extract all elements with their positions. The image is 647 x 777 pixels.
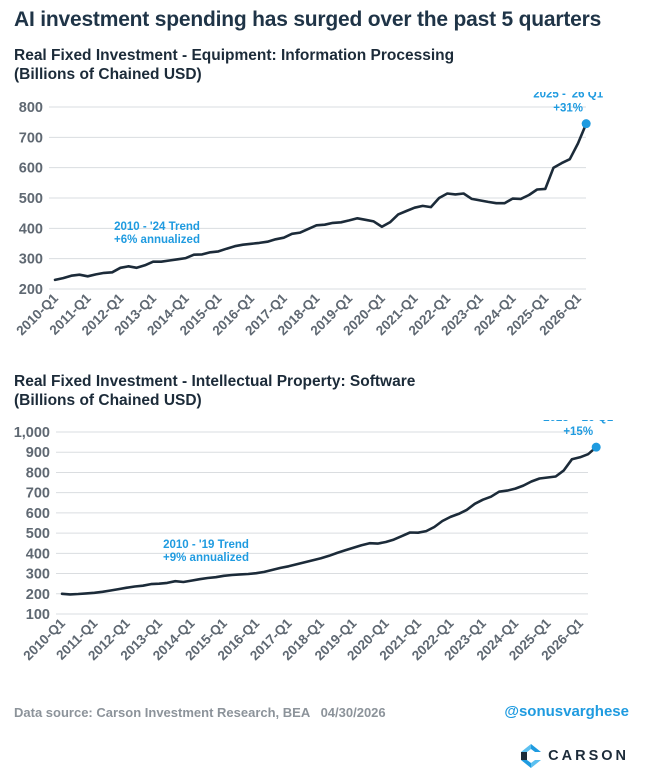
chart-2-ytick-label: 800 — [26, 465, 50, 481]
chart-1-title: Real Fixed Investment - Equipment: Infor… — [14, 47, 455, 64]
chart-1-equipment: 2003004005006007008002010-Q12011-Q12012-… — [13, 92, 603, 338]
data-source: Data source: Carson Investment Research,… — [14, 705, 386, 720]
chart-2-title: Real Fixed Investment - Intellectual Pro… — [14, 373, 416, 390]
chart-2-ytick-label: 400 — [26, 546, 50, 562]
chart-2-ytick-label: 300 — [26, 567, 50, 583]
chart-2-end-annotation-label: 2025 - '26 Q1 — [543, 420, 613, 424]
chart-1-title-block: Real Fixed Investment - Equipment: Infor… — [14, 46, 454, 84]
chart-1-end-annotation-label: 2025 - '26 Q1 — [533, 92, 603, 101]
logo-text: CARSON — [548, 748, 629, 764]
chart-1-ytick-label: 300 — [19, 252, 43, 268]
chart-2-ytick-label: 600 — [26, 506, 50, 522]
chart-2-title-block: Real Fixed Investment - Intellectual Pro… — [14, 372, 415, 410]
chart-2-ytick-label: 200 — [26, 587, 50, 603]
chart-2-software: 1002003004005006007008009001,0002010-Q12… — [14, 420, 614, 663]
carson-logo-icon — [521, 744, 542, 768]
chart-1-trend-annotation-value: +6% annualized — [114, 234, 200, 246]
chart-1-ytick-label: 400 — [19, 221, 43, 237]
chart-2-series-line — [60, 445, 598, 596]
chart-2-ytick-label: 1,000 — [14, 425, 50, 441]
chart-1-ytick-label: 200 — [19, 282, 43, 298]
chart-2-ytick-label: 700 — [26, 486, 50, 502]
author-handle: @sonusvarghese — [504, 703, 629, 720]
chart-2-end-annotation-value: +15% — [563, 426, 593, 438]
chart-1-ytick-label: 600 — [19, 161, 43, 177]
page-title: AI investment spending has surged over t… — [14, 8, 602, 31]
chart-2-subtitle: (Billions of Chained USD) — [14, 392, 202, 409]
carson-logo: CARSON — [521, 744, 629, 768]
chart-2-ytick-label: 100 — [26, 607, 50, 623]
chart-1-trend-annotation-label: 2010 - '24 Trend — [114, 221, 200, 233]
chart-1-endpoint-dot — [581, 119, 591, 129]
chart-2-trend-annotation-label: 2010 - '19 Trend — [163, 539, 249, 551]
chart-2-endpoint-dot — [591, 442, 601, 452]
chart-1-subtitle: (Billions of Chained USD) — [14, 66, 202, 83]
chart-1-end-annotation-value: +31% — [553, 103, 583, 115]
chart-1-ytick-label: 700 — [19, 130, 43, 146]
chart-1-ytick-label: 800 — [19, 100, 43, 116]
chart-2-trend-annotation-value: +9% annualized — [163, 552, 249, 564]
chart-2-ytick-label: 900 — [26, 445, 50, 461]
chart-1-series-line — [53, 122, 588, 282]
chart-1-ytick-label: 500 — [19, 191, 43, 207]
chart-2-ytick-label: 500 — [26, 526, 50, 542]
